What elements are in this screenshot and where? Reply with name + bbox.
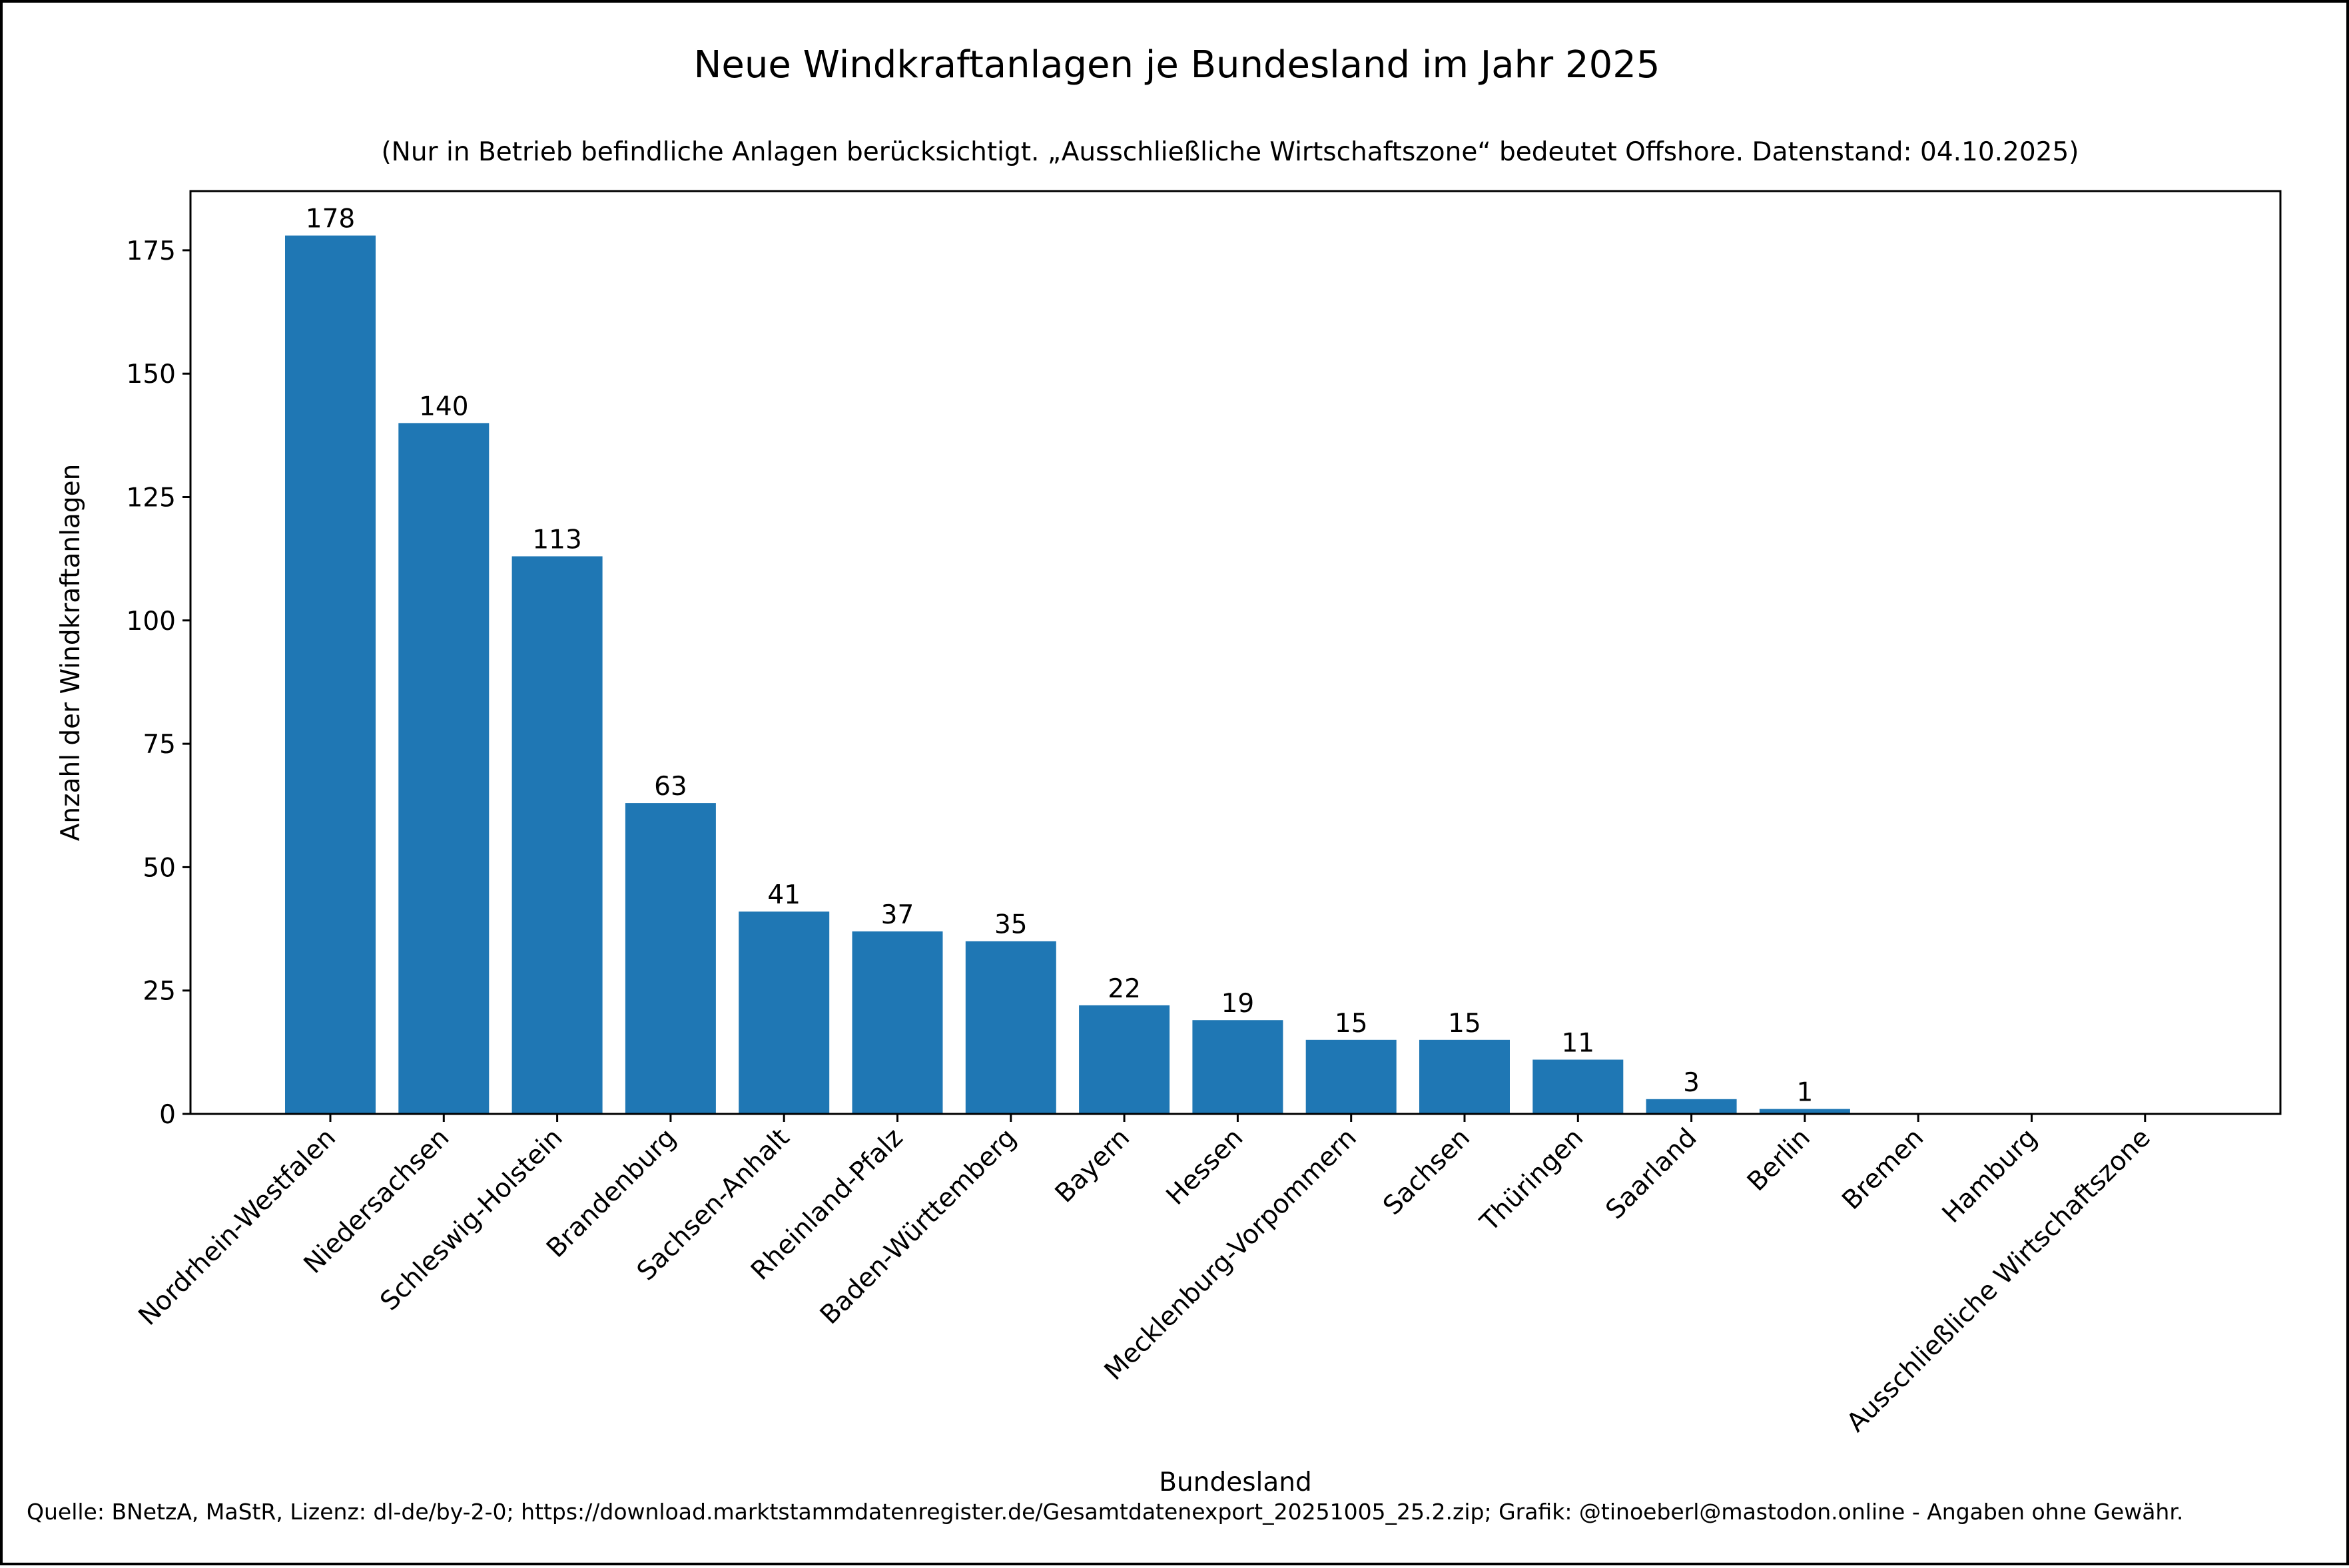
data-label-9: 15 (1335, 1009, 1368, 1039)
bar-3 (625, 803, 716, 1114)
bar-9 (1305, 1039, 1397, 1114)
data-label-8: 19 (1221, 989, 1255, 1019)
bar-12 (1646, 1099, 1737, 1114)
x-tick-label-14: Bremen (1837, 1123, 1930, 1216)
x-tick-label-12: Saarland (1600, 1123, 1703, 1225)
y-axis: 0 25 50 75 100 125 150 175 (127, 236, 190, 1130)
data-label-12: 3 (1683, 1068, 1700, 1098)
data-label-2: 113 (532, 525, 581, 555)
bar-2 (511, 556, 603, 1114)
x-tick-label-10: Sachsen (1377, 1123, 1476, 1221)
y-tick-label-6: 150 (127, 360, 176, 390)
bar-1 (398, 423, 490, 1114)
x-tick-label-2: Schleswig-Holstein (374, 1123, 568, 1316)
bar-13 (1759, 1109, 1850, 1114)
data-label-7: 22 (1108, 974, 1141, 1004)
x-tick-label-0: Nordrhein-Westfalen (133, 1123, 342, 1331)
data-label-10: 15 (1448, 1009, 1481, 1039)
x-tick-label-7: Bayern (1050, 1123, 1136, 1208)
x-axis-label: Bundesland (1159, 1467, 1311, 1497)
x-tick-label-13: Berlin (1742, 1123, 1816, 1197)
bar-11 (1532, 1059, 1624, 1114)
y-tick-label-2: 50 (143, 853, 176, 883)
bar-7 (1079, 1005, 1170, 1114)
y-tick-label-7: 175 (127, 236, 176, 266)
bar-8 (1192, 1020, 1283, 1114)
data-label-6: 35 (994, 910, 1028, 940)
y-tick-label-1: 25 (143, 977, 176, 1007)
data-label-5: 37 (881, 900, 914, 930)
data-label-0: 178 (306, 204, 355, 234)
data-label-13: 1 (1796, 1078, 1813, 1108)
bar-6 (965, 941, 1056, 1114)
chart-subtitle: (Nur in Betrieb befindliche Anlagen berü… (381, 137, 2079, 167)
chart-title: Neue Windkraftanlagen je Bundesland im J… (694, 43, 1660, 87)
bar-4 (739, 912, 830, 1114)
x-tick-label-8: Hessen (1161, 1123, 1249, 1211)
source-footnote: Quelle: BNetzA, MaStR, Lizenz: dl-de/by-… (27, 1499, 2183, 1525)
y-tick-label-0: 0 (159, 1100, 176, 1130)
data-label-1: 140 (419, 392, 468, 421)
x-tick-label-15: Hamburg (1937, 1123, 2043, 1229)
data-label-4: 41 (767, 880, 801, 910)
y-axis-label: Anzahl der Windkraftanlagen (56, 464, 86, 842)
x-tick-label-11: Thüringen (1475, 1123, 1590, 1238)
bar-0 (285, 235, 376, 1115)
y-tick-label-3: 75 (143, 730, 176, 760)
bar-5 (852, 931, 943, 1114)
bar-10 (1419, 1039, 1510, 1114)
data-label-3: 63 (654, 772, 687, 802)
y-tick-label-4: 100 (127, 607, 176, 637)
bar-chart: Neue Windkraftanlagen je Bundesland im J… (27, 43, 2282, 1525)
x-axis: Nordrhein-WestfalenNiedersachsenSchleswi… (133, 1114, 2157, 1438)
bars-layer (285, 235, 1850, 1115)
data-label-11: 11 (1561, 1029, 1594, 1059)
plot-area-frame (189, 190, 2282, 1115)
y-tick-label-5: 125 (127, 483, 176, 513)
x-tick-label-6: Baden-Württemberg (815, 1123, 1022, 1330)
